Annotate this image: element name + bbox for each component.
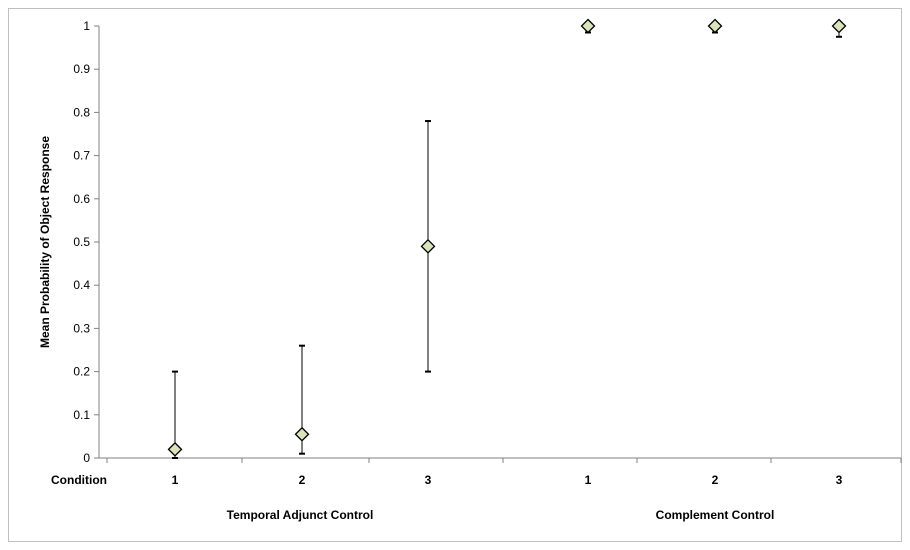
y-tick-label: 0.2 xyxy=(73,365,90,379)
x-tick-label: 3 xyxy=(425,473,432,487)
y-tick-label: 0.1 xyxy=(73,408,90,422)
x-tick-label: 1 xyxy=(172,473,179,487)
data-point xyxy=(831,18,847,34)
y-tick-label: 0.3 xyxy=(73,321,90,335)
y-tick-label: 0.6 xyxy=(73,192,90,206)
x-tick-label: 2 xyxy=(299,473,306,487)
data-point xyxy=(294,426,310,442)
y-axis-title: Mean Probability of Object Response xyxy=(38,136,52,348)
chart-svg: 0 0.1 0.2 0.3 0.4 0.5 0.6 0.7 0.8 0.9 1 Mean Probab… xyxy=(38,18,902,522)
data-point xyxy=(420,238,436,254)
y-tick-label: 0.9 xyxy=(73,62,90,76)
x-tick-label: 3 xyxy=(836,473,843,487)
y-tick-label: 0.4 xyxy=(73,278,90,292)
data-point xyxy=(580,18,596,34)
y-tick-label: 0 xyxy=(83,451,90,465)
condition-label: Condition xyxy=(51,473,107,487)
group-label: Temporal Adjunct Control xyxy=(227,508,374,522)
x-tick-label: 1 xyxy=(585,473,592,487)
y-tick-label: 0.8 xyxy=(73,105,90,119)
chart-frame: 0 0.1 0.2 0.3 0.4 0.5 0.6 0.7 0.8 0.9 1 Mean Probab… xyxy=(8,8,902,542)
x-tick-label: 2 xyxy=(712,473,719,487)
y-tick-label: 1 xyxy=(83,19,90,33)
y-tick-label: 0.5 xyxy=(73,235,90,249)
data-point xyxy=(707,18,723,34)
group-label: Complement Control xyxy=(656,508,775,522)
y-tick-label: 0.7 xyxy=(73,149,90,163)
data-point xyxy=(167,441,183,457)
